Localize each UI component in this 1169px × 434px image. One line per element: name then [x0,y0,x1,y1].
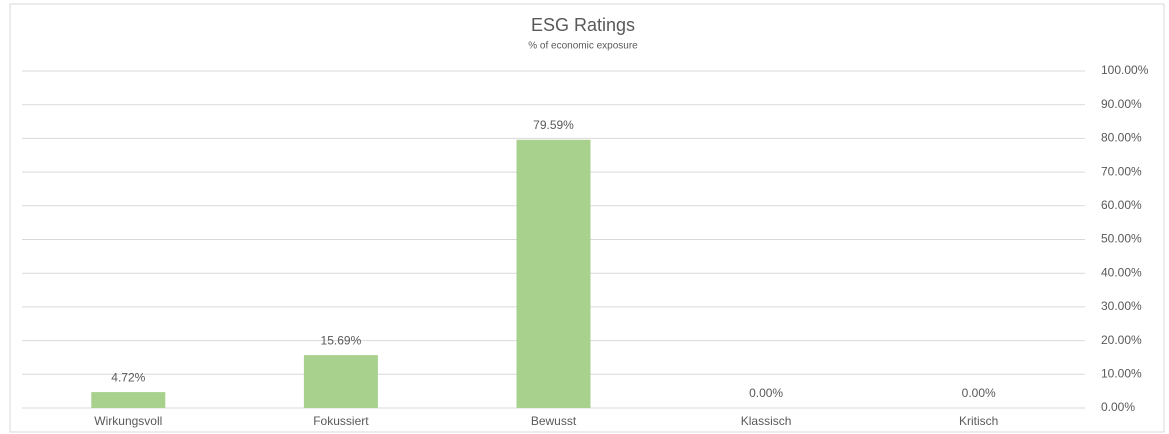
y-tick-label: 0.00% [1101,400,1135,414]
y-tick-label: 90.00% [1101,97,1142,111]
value-label: 15.69% [321,333,362,347]
x-tick-label: Bewusst [531,414,577,428]
value-label: 0.00% [962,386,996,400]
value-label: 79.59% [533,118,574,132]
y-tick-label: 70.00% [1101,164,1142,178]
bar [516,139,591,409]
chart-title: ESG Ratings [531,15,635,35]
value-label: 4.72% [111,370,145,384]
y-tick-label: 50.00% [1101,232,1142,246]
x-tick-label: Fokussiert [313,414,369,428]
bar [303,355,378,408]
y-tick-label: 40.00% [1101,265,1142,279]
bar [91,392,166,408]
y-tick-label: 30.00% [1101,299,1142,313]
value-label: 0.00% [749,386,783,400]
x-tick-label: Kritisch [959,414,998,428]
y-tick-label: 10.00% [1101,366,1142,380]
y-tick-label: 100.00% [1101,63,1149,77]
x-tick-label: Klassisch [741,414,792,428]
y-tick-label: 20.00% [1101,333,1142,347]
y-tick-label: 80.00% [1101,131,1142,145]
y-tick-label: 60.00% [1101,198,1142,212]
x-tick-label: Wirkungsvoll [94,414,162,428]
chart-subtitle: % of economic exposure [528,41,638,52]
